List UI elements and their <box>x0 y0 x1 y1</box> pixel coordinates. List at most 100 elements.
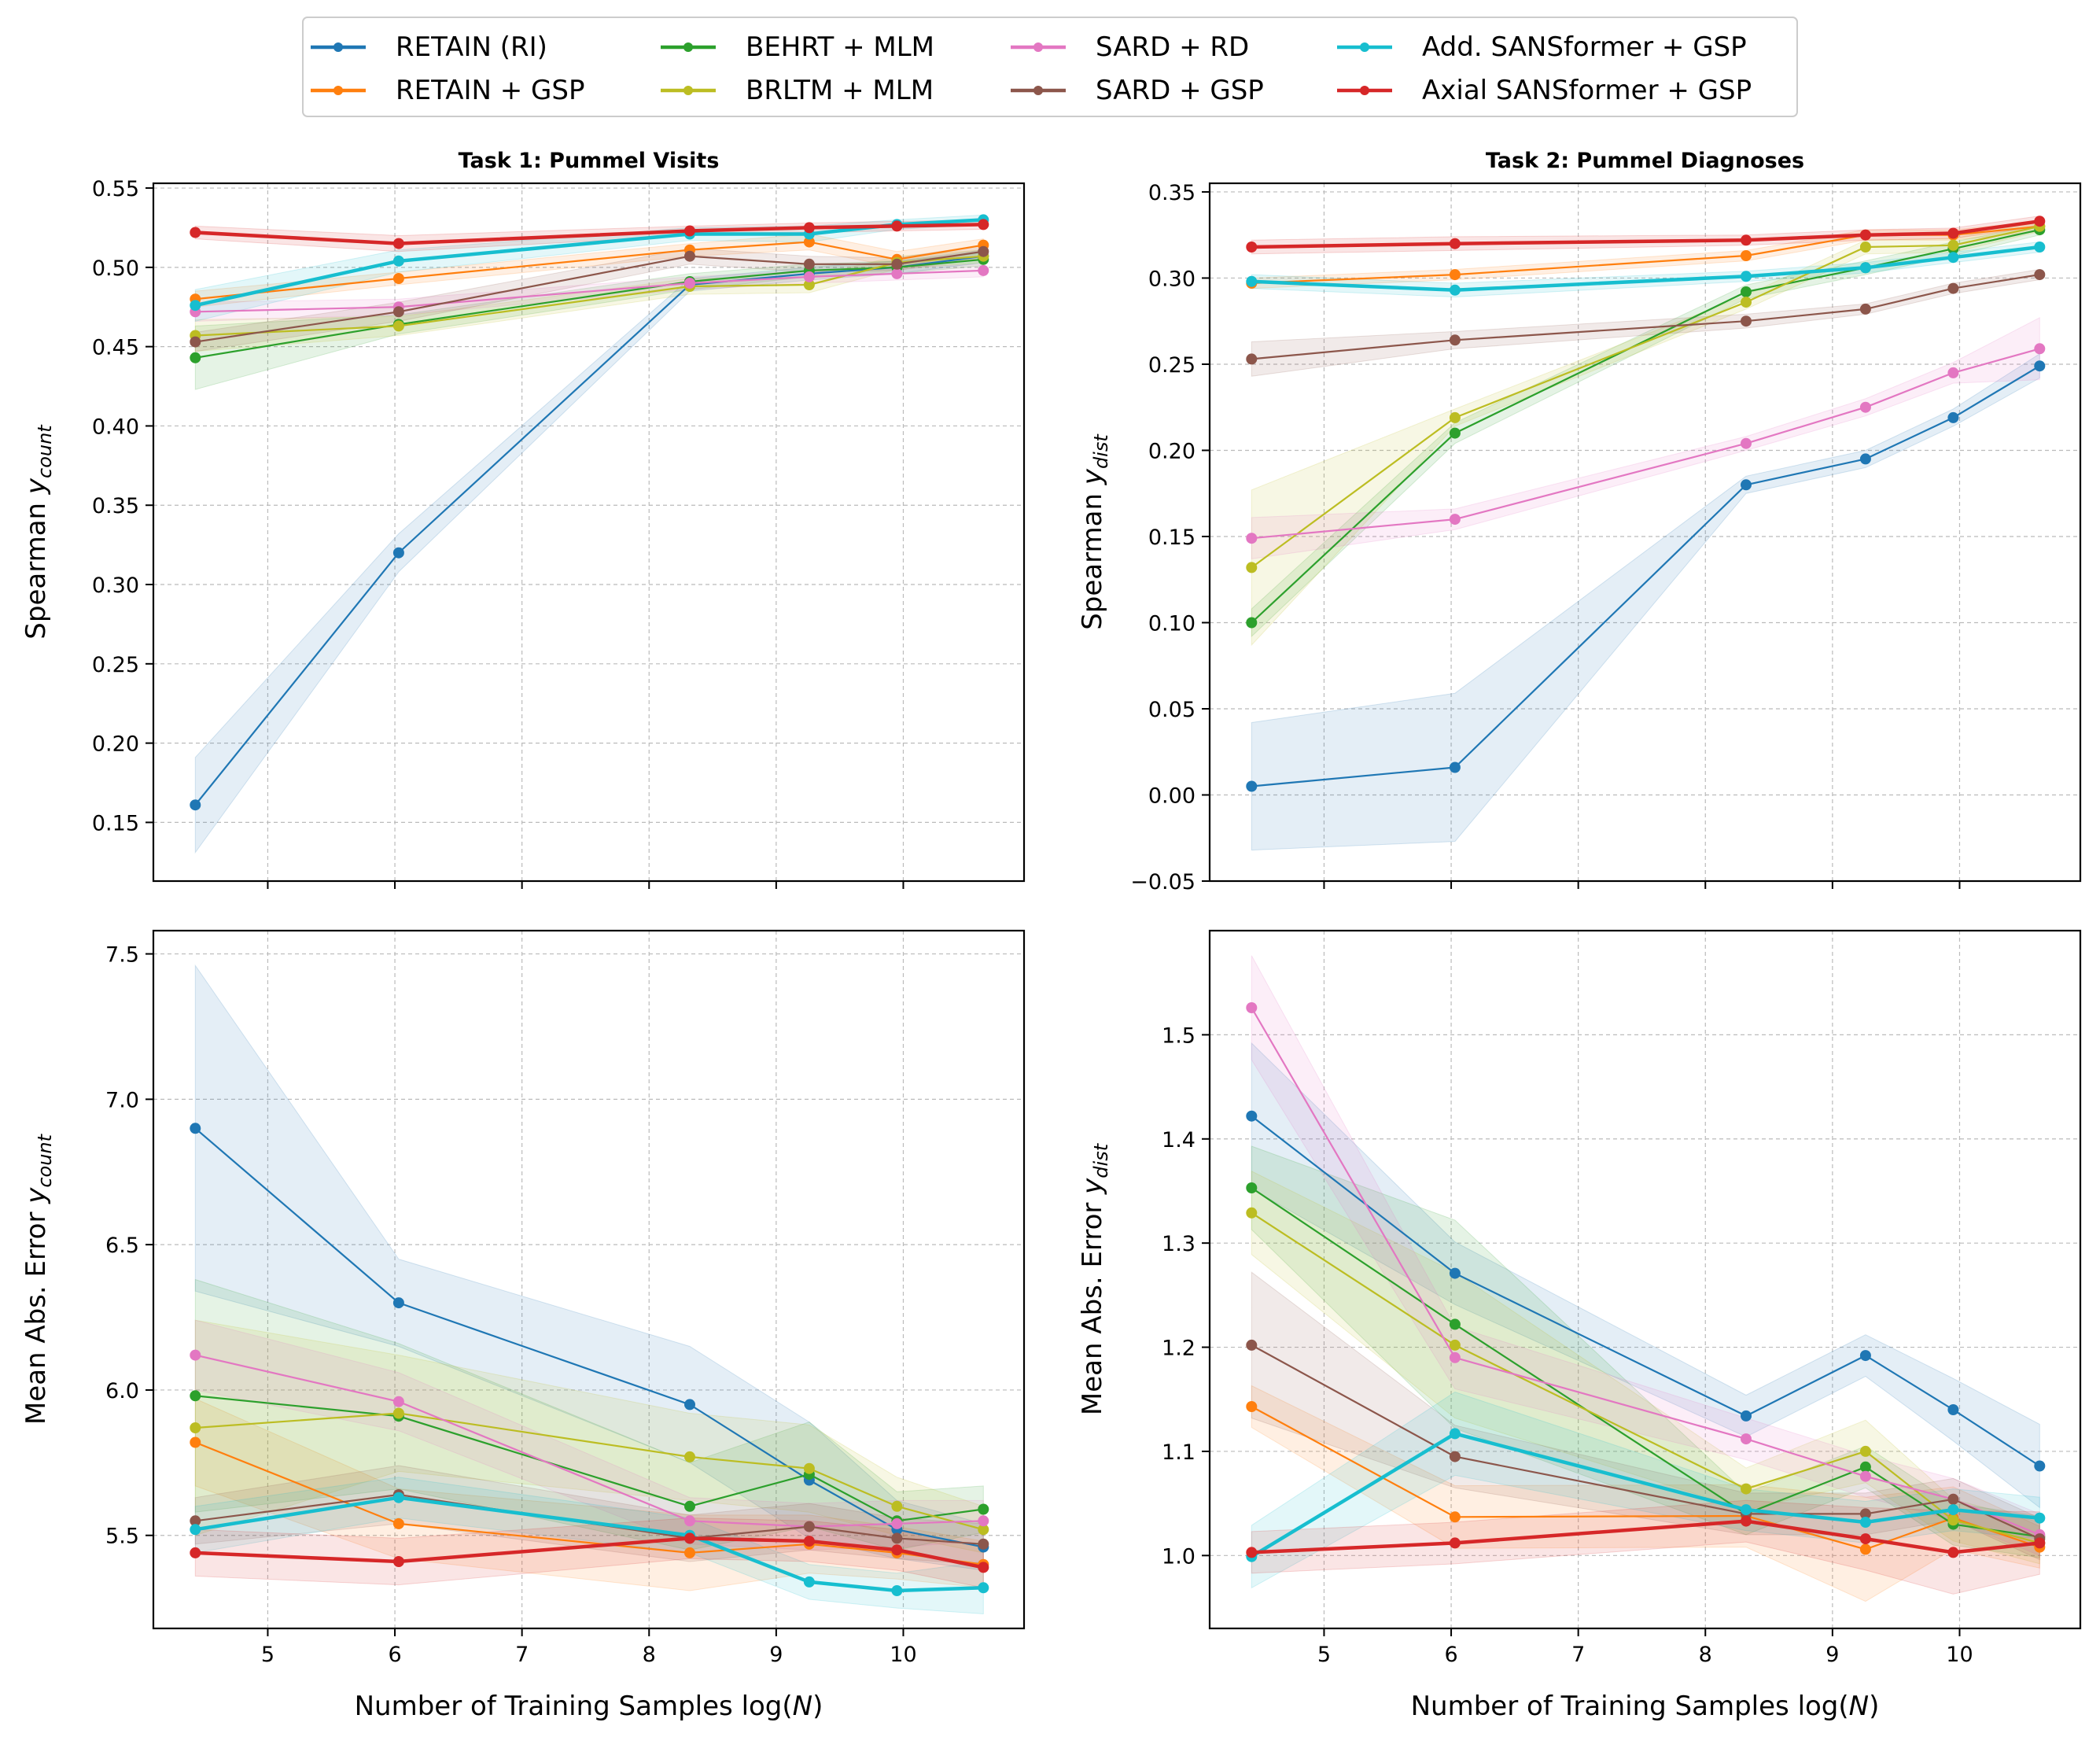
point-sard-rd <box>1449 1352 1461 1363</box>
legend-swatch-marker <box>1033 42 1043 52</box>
point-retain-ri <box>684 1399 695 1411</box>
point-axial-sansformer-gsp <box>978 219 989 230</box>
legend-label: RETAIN + GSP <box>396 75 585 106</box>
point-axial-sansformer-gsp <box>978 1562 989 1573</box>
point-brltm-mlm <box>190 1422 201 1433</box>
line-axial-sansformer-gsp <box>1251 219 2040 249</box>
point-retain-ri <box>190 1123 201 1134</box>
point-axial-sansformer-gsp <box>1741 1515 1752 1527</box>
y-tick-label: 1.5 <box>1162 1023 1196 1048</box>
band-axial-sansformer-gsp <box>1251 1499 2040 1595</box>
point-brltm-mlm <box>684 1451 695 1462</box>
point-axial-sansformer-gsp <box>1449 1537 1461 1549</box>
legend-swatch-marker <box>1033 86 1043 95</box>
point-add-sansformer-gsp <box>1947 1504 1959 1516</box>
x-label-text: Number of Training Samples log( <box>1411 1691 1849 1722</box>
legend-label: SARD + RD <box>1096 31 1249 63</box>
y-label-variable: y <box>20 478 52 495</box>
point-sard-gsp <box>1246 1339 1258 1351</box>
line-sard-rd <box>1251 348 2040 540</box>
line-brltm-mlm <box>1251 1211 2040 1544</box>
series-retain-ri <box>1246 360 2046 792</box>
legend-entry-behrt-mlm: BEHRT + MLM <box>661 31 934 63</box>
point-axial-sansformer-gsp <box>190 227 201 238</box>
x-tick-label: 9 <box>1826 1643 1839 1667</box>
point-brltm-mlm <box>978 1524 989 1536</box>
line-retain-ri <box>194 1127 984 1548</box>
line-retain-gsp <box>1251 225 2040 285</box>
legend-entry-axial-sansformer-gsp: Axial SANSformer + GSP <box>1337 75 1752 106</box>
point-retain-gsp <box>392 1518 404 1529</box>
point-axial-sansformer-gsp <box>190 1547 201 1558</box>
confidence-bands <box>1251 216 2040 851</box>
point-retain-gsp <box>803 236 815 248</box>
point-sard-gsp <box>978 1538 989 1550</box>
point-sard-rd <box>684 278 695 289</box>
line-axial-sansformer-gsp <box>195 1536 984 1569</box>
line-behrt-mlm <box>1251 229 2040 624</box>
line-brltm-mlm <box>195 1412 984 1531</box>
point-add-sansformer-gsp <box>1449 284 1461 296</box>
x-label-variable: N <box>793 1691 812 1722</box>
panel-title: Task 2: Pummel Diagnoses <box>1486 149 1804 173</box>
point-retain-ri <box>190 799 201 811</box>
point-add-sansformer-gsp <box>1741 1504 1752 1516</box>
point-retain-ri <box>1246 780 1258 792</box>
point-retain-ri <box>1947 1404 1959 1415</box>
point-retain-gsp <box>1449 1511 1461 1523</box>
point-axial-sansformer-gsp <box>392 238 404 249</box>
point-sard-rd <box>891 1518 903 1529</box>
series-axial-sansformer-gsp <box>1246 1515 2046 1558</box>
legend-swatch-marker <box>683 86 693 95</box>
point-retain-gsp <box>190 1436 201 1448</box>
y-label-variable: y <box>20 1187 52 1204</box>
line-retain-gsp <box>195 241 984 301</box>
point-axial-sansformer-gsp <box>2034 1537 2046 1549</box>
x-tick-label: 5 <box>1317 1643 1331 1667</box>
point-sard-rd <box>978 1515 989 1527</box>
point-sard-rd <box>1449 514 1461 526</box>
series-sard-rd <box>1246 343 2046 544</box>
point-sard-rd <box>1947 367 1959 378</box>
point-behrt-mlm <box>1859 1461 1871 1473</box>
point-axial-sansformer-gsp <box>803 222 815 234</box>
line-behrt-mlm <box>195 258 984 359</box>
point-behrt-mlm <box>190 352 201 363</box>
panel-bottom-left: 5 6 7 8 9 10 5.5 6.0 6.5 7.0 7.5 Mean Abs. Error yc… <box>20 929 1026 1722</box>
series-lines <box>1246 1002 2046 1562</box>
line-axial-sansformer-gsp <box>1251 1519 2040 1554</box>
y-label-text: Spearman <box>20 494 52 640</box>
line-behrt-mlm <box>195 1395 984 1522</box>
y-tick-label: 1.2 <box>1162 1337 1196 1361</box>
point-sard-rd <box>1859 401 1871 413</box>
series-retain-ri <box>1246 1110 2046 1472</box>
point-axial-sansformer-gsp <box>1246 242 1258 253</box>
y-tick-label: 0.25 <box>1148 353 1196 378</box>
y-label-variable: y <box>1077 1178 1108 1195</box>
point-sard-rd <box>1741 1433 1752 1445</box>
point-sard-gsp <box>1741 315 1752 327</box>
point-axial-sansformer-gsp <box>392 1556 404 1567</box>
point-sard-gsp <box>1859 1508 1871 1520</box>
y-axis-label: Mean Abs. Error ycount <box>20 1133 56 1425</box>
band-sard-rd <box>1251 316 2040 559</box>
x-tick-label: 5 <box>261 1643 274 1667</box>
point-sard-rd <box>1246 1002 1258 1013</box>
point-axial-sansformer-gsp <box>891 1544 903 1556</box>
plot-area <box>1246 216 2046 851</box>
legend-entry-retain-gsp: RETAIN + GSP <box>311 75 585 106</box>
x-tick-label: 10 <box>1946 1643 1973 1667</box>
y-label-text: Spearman <box>1077 485 1108 630</box>
y-label-subscript: dist <box>1090 433 1112 469</box>
series-brltm-mlm <box>1246 1207 2046 1549</box>
line-add-sansformer-gsp <box>1251 245 2040 293</box>
axes-frame <box>1208 929 2082 1630</box>
point-retain-gsp <box>392 273 404 284</box>
point-brltm-mlm <box>891 1500 903 1512</box>
point-brltm-mlm <box>803 279 815 290</box>
y-axis-label: Mean Abs. Error ydist <box>1077 1142 1112 1415</box>
y-tick-label: 7.0 <box>105 1088 139 1112</box>
legend-swatch-marker <box>333 42 343 52</box>
point-axial-sansformer-gsp <box>1947 1547 1959 1558</box>
band-retain-ri <box>1251 1042 2040 1509</box>
